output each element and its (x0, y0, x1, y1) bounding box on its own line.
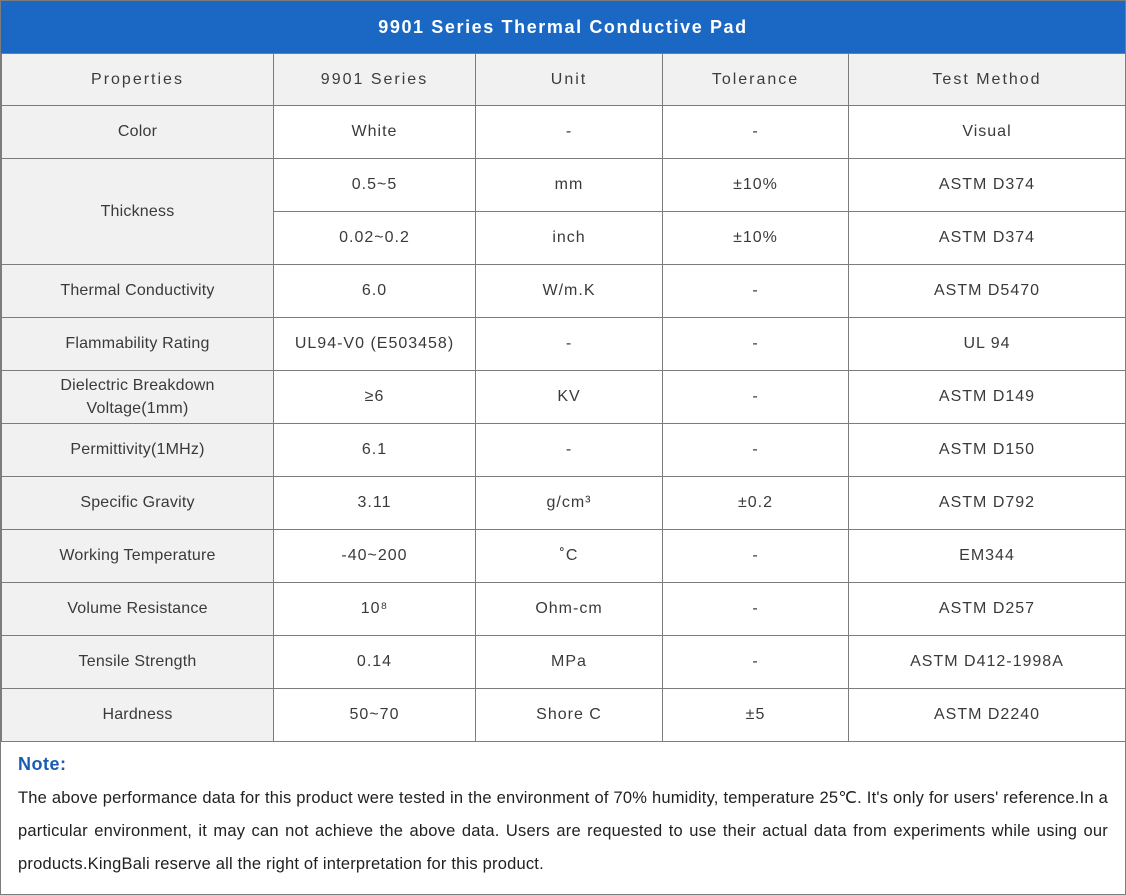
property-label: Flammability Rating (1, 317, 274, 371)
property-label: Working Temperature (1, 529, 274, 583)
property-label: Tensile Strength (1, 635, 274, 689)
method-cell: UL 94 (848, 317, 1125, 371)
tolerance-cell: - (662, 317, 849, 371)
method-cell: ASTM D257 (848, 582, 1125, 636)
value-cell: 3.11 (273, 476, 476, 530)
tolerance-cell: - (662, 423, 849, 477)
method-cell: ASTM D792 (848, 476, 1125, 530)
unit-cell: - (475, 317, 663, 371)
method-cell: ASTM D374 (848, 211, 1125, 265)
tolerance-cell: - (662, 370, 849, 424)
value-cell: 0.5~5 (273, 158, 476, 212)
col-header-properties: Properties (1, 53, 274, 106)
value-cell: ≥6 (273, 370, 476, 424)
table-row-hardness: Hardness 50~70 Shore C ±5 ASTM D2240 (1, 688, 1125, 742)
table-row-thickness-inch: 0.02~0.2 inch ±10% ASTM D374 (2, 211, 1125, 265)
unit-cell: - (475, 105, 663, 159)
property-label: Thermal Conductivity (1, 264, 274, 318)
value-cell: 6.0 (273, 264, 476, 318)
table-row-dielectric-breakdown: Dielectric Breakdown Voltage(1mm) ≥6 KV … (1, 370, 1125, 424)
unit-cell: ˚C (475, 529, 663, 583)
table-row-flammability: Flammability Rating UL94-V0 (E503458) - … (1, 317, 1125, 371)
unit-cell: mm (475, 158, 663, 212)
table-row-thermal-conductivity: Thermal Conductivity 6.0 W/m.K - ASTM D5… (1, 264, 1125, 318)
unit-cell: inch (475, 211, 663, 265)
header-row: Properties 9901 Series Unit Tolerance Te… (1, 53, 1125, 106)
method-cell: Visual (848, 105, 1125, 159)
method-cell: EM344 (848, 529, 1125, 583)
note-section: Note: The above performance data for thi… (1, 742, 1125, 881)
note-text: The above performance data for this prod… (18, 789, 1108, 873)
value-cell: 6.1 (273, 423, 476, 477)
value-cell: White (273, 105, 476, 159)
table-row-specific-gravity: Specific Gravity 3.11 g/cm³ ±0.2 ASTM D7… (1, 476, 1125, 530)
property-label: Dielectric Breakdown Voltage(1mm) (1, 370, 274, 424)
method-cell: ASTM D149 (848, 370, 1125, 424)
col-header-tolerance: Tolerance (662, 53, 849, 106)
tolerance-cell: - (662, 582, 849, 636)
tolerance-cell: - (662, 635, 849, 689)
page-title: 9901 Series Thermal Conductive Pad (378, 16, 748, 37)
property-label: Thickness (1, 158, 274, 265)
property-label: Hardness (1, 688, 274, 742)
title-bar: 9901 Series Thermal Conductive Pad (1, 1, 1125, 53)
property-label: Specific Gravity (1, 476, 274, 530)
tolerance-cell: - (662, 529, 849, 583)
note-label: Note: (18, 754, 67, 774)
col-header-unit: Unit (475, 53, 663, 106)
col-header-test-method: Test Method (848, 53, 1125, 106)
method-cell: ASTM D150 (848, 423, 1125, 477)
tolerance-cell: ±10% (662, 158, 849, 212)
value-cell: 0.02~0.2 (273, 211, 476, 265)
value-cell: -40~200 (273, 529, 476, 583)
table-row-color: Color White - - Visual (1, 105, 1125, 159)
table-row-volume-resistance: Volume Resistance 10⁸ Ohm-cm - ASTM D257 (1, 582, 1125, 636)
tolerance-cell: ±10% (662, 211, 849, 265)
unit-cell: MPa (475, 635, 663, 689)
tolerance-cell: - (662, 105, 849, 159)
tolerance-cell: ±0.2 (662, 476, 849, 530)
method-cell: ASTM D412-1998A (848, 635, 1125, 689)
unit-cell: W/m.K (475, 264, 663, 318)
method-cell: ASTM D374 (848, 158, 1125, 212)
unit-cell: - (475, 423, 663, 477)
table-row-permittivity: Permittivity(1MHz) 6.1 - - ASTM D150 (1, 423, 1125, 477)
tolerance-cell: ±5 (662, 688, 849, 742)
value-cell: 0.14 (273, 635, 476, 689)
property-label: Volume Resistance (1, 582, 274, 636)
table-row-thickness-mm: Thickness 0.5~5 mm ±10% ASTM D374 (1, 158, 1125, 265)
method-cell: ASTM D2240 (848, 688, 1125, 742)
table-row-tensile-strength: Tensile Strength 0.14 MPa - ASTM D412-19… (1, 635, 1125, 689)
value-cell: 10⁸ (273, 582, 476, 636)
value-cell: 50~70 (273, 688, 476, 742)
property-label: Color (1, 105, 274, 159)
method-cell: ASTM D5470 (848, 264, 1125, 318)
property-label: Permittivity(1MHz) (1, 423, 274, 477)
table-row-working-temperature: Working Temperature -40~200 ˚C - EM344 (1, 529, 1125, 583)
unit-cell: Ohm-cm (475, 582, 663, 636)
unit-cell: g/cm³ (475, 476, 663, 530)
tolerance-cell: - (662, 264, 849, 318)
col-header-series: 9901 Series (273, 53, 476, 106)
spec-table: Properties 9901 Series Unit Tolerance Te… (1, 53, 1125, 742)
unit-cell: KV (475, 370, 663, 424)
value-cell: UL94-V0 (E503458) (273, 317, 476, 371)
unit-cell: Shore C (475, 688, 663, 742)
